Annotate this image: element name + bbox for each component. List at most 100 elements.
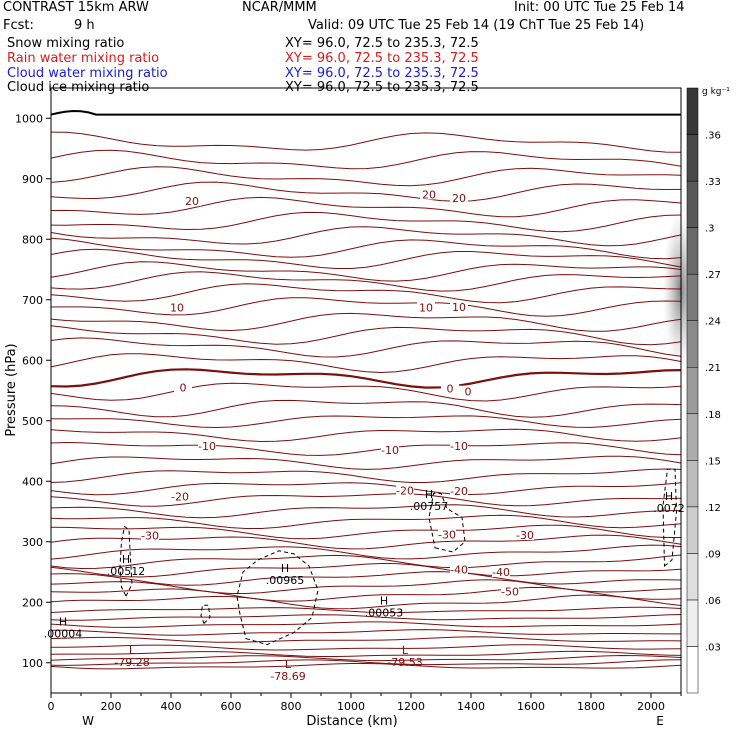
- x-tick-label: 600: [221, 700, 242, 713]
- colorbar-cell: [686, 413, 699, 461]
- isotherm-label: -30: [438, 528, 456, 541]
- colorbar-tick-label: .36: [705, 131, 721, 142]
- isotherm-line: [50, 441, 682, 456]
- isotherm-label: -20: [450, 485, 468, 498]
- isotherm-line: [50, 659, 682, 666]
- isotherm-line: [50, 650, 682, 657]
- field-label-cloud-water: Cloud water mixing ratio: [7, 66, 168, 81]
- isotherm-label: 0: [465, 386, 472, 399]
- colorbar-tick-label: .09: [705, 549, 721, 560]
- isotherm-label-bg: [198, 440, 216, 452]
- isotherm-line: [51, 644, 682, 651]
- y-tick-label: 500: [22, 415, 43, 428]
- isotherm-line: [51, 629, 681, 636]
- colorbar-unit: g kg⁻¹: [702, 87, 730, 97]
- extremum-value: .00512: [107, 565, 146, 578]
- isotherm-line: [50, 248, 682, 269]
- isotherm-label: 0: [180, 381, 187, 394]
- isotherm-line: [50, 261, 682, 282]
- mixing-ratio-shading: [659, 210, 695, 370]
- colorbar: .03 .06 .09 .12 .15 .18 .21 .24 .27 .3 .33 .36 g kg⁻…: [686, 87, 730, 694]
- isotherm-label: 0: [447, 383, 454, 396]
- field-label-cloud-ice: Cloud ice mixing ratio: [7, 80, 150, 95]
- isotherm-line: [50, 353, 682, 374]
- isotherm-lines: [50, 109, 682, 670]
- y-tick-label: 600: [22, 354, 43, 367]
- colorbar-cell: [686, 599, 699, 647]
- isotherm-line: [50, 325, 682, 346]
- isotherm-line: [50, 571, 682, 586]
- isotherm-line: [50, 297, 682, 317]
- isotherm-label-bg: [171, 490, 189, 502]
- isotherm-label-bg: [459, 385, 477, 397]
- isotherm-line: [50, 337, 682, 358]
- extrema-labels: L-79.28 L-78.69L-79.53H.00004H.00053H.009…: [44, 488, 685, 683]
- isotherm-label: -10: [450, 440, 468, 453]
- isotherm-line: [50, 181, 682, 202]
- y-tick-label: 400: [22, 475, 43, 488]
- isotherm-line: [50, 493, 682, 507]
- isotherm-line: [50, 579, 682, 594]
- extremum-value: -79.28: [114, 656, 149, 669]
- isotherm-label-bg: [396, 484, 414, 496]
- cloud-contour: [200, 604, 211, 625]
- high-marker: H: [59, 615, 67, 628]
- isotherm-line: [50, 594, 682, 610]
- low-marker: L: [402, 644, 409, 657]
- field-label-rain: Rain water mixing ratio: [7, 51, 160, 66]
- colorbar-cell: [686, 227, 699, 275]
- colorbar-cell: [686, 553, 699, 601]
- mixing-ratio-shade: [659, 210, 695, 370]
- x-axis: 0 200 400 600 800 1000 1200 1400 1600 1800 2000: [48, 693, 682, 713]
- extremum-value: .0072: [653, 502, 685, 515]
- x-tick-label: 800: [281, 700, 302, 713]
- isotherm-label-bg: [450, 440, 468, 452]
- isotherm-line: [50, 663, 682, 670]
- isotherm-label: 10: [170, 302, 184, 315]
- isotherm-label-bg: [450, 192, 468, 204]
- west-label: W: [82, 714, 94, 728]
- isotherm-label: 10: [452, 301, 466, 314]
- colorbar-tick-label: .06: [705, 596, 721, 607]
- isotherm-label: 20: [422, 188, 436, 201]
- x-tick-label: 1400: [457, 700, 485, 713]
- isotherm-line: [50, 428, 682, 443]
- isotherm-label-bg: [183, 195, 201, 207]
- extremum-value: -79.53: [387, 656, 422, 669]
- isotherm-label-bg: [492, 566, 510, 577]
- colorbar-cell: [686, 366, 699, 415]
- x-tick-label: 1800: [577, 700, 605, 713]
- colorbar-cell: [686, 134, 699, 182]
- isotherm-label: 20: [452, 192, 466, 205]
- isotherm-line: [50, 586, 682, 602]
- isotherm-line: [50, 166, 682, 187]
- isotherm-line: [50, 554, 682, 570]
- isotherm-label-bg: [438, 528, 456, 540]
- colorbar-tick-label: .15: [705, 456, 721, 467]
- field-label-snow: Snow mixing ratio: [7, 36, 125, 51]
- low-marker: L: [129, 644, 136, 657]
- zero-isotherm-line: [50, 368, 682, 389]
- isotherm-line: [50, 524, 681, 540]
- isotherm-line: [50, 237, 682, 260]
- isotherm-label-bg: [450, 301, 468, 313]
- colorbar-cell: [686, 320, 699, 368]
- isotherm-label-bg: [501, 585, 519, 597]
- isotherm-line: [50, 226, 682, 247]
- isotherm-label-bg: [420, 188, 438, 200]
- isotherm-label-bg: [417, 301, 435, 313]
- y-tick-label: 200: [22, 596, 43, 609]
- isotherm-label: -30: [516, 529, 534, 542]
- colorbar-tick-label: .18: [705, 410, 721, 421]
- isotherm-line: [50, 196, 682, 218]
- cloud-contour: [119, 525, 133, 598]
- colorbar-tick-label: .33: [705, 177, 721, 188]
- isotherm-label-bg: [441, 382, 459, 394]
- isotherm-label-bg: [450, 484, 468, 496]
- extremum-value: .00004: [44, 627, 83, 640]
- isotherm-line: [50, 562, 682, 578]
- high-marker: H: [425, 488, 433, 501]
- colorbar-tick-label: .12: [705, 503, 721, 514]
- init-time: Init: 00 UTC Tue 25 Feb 14: [514, 0, 685, 15]
